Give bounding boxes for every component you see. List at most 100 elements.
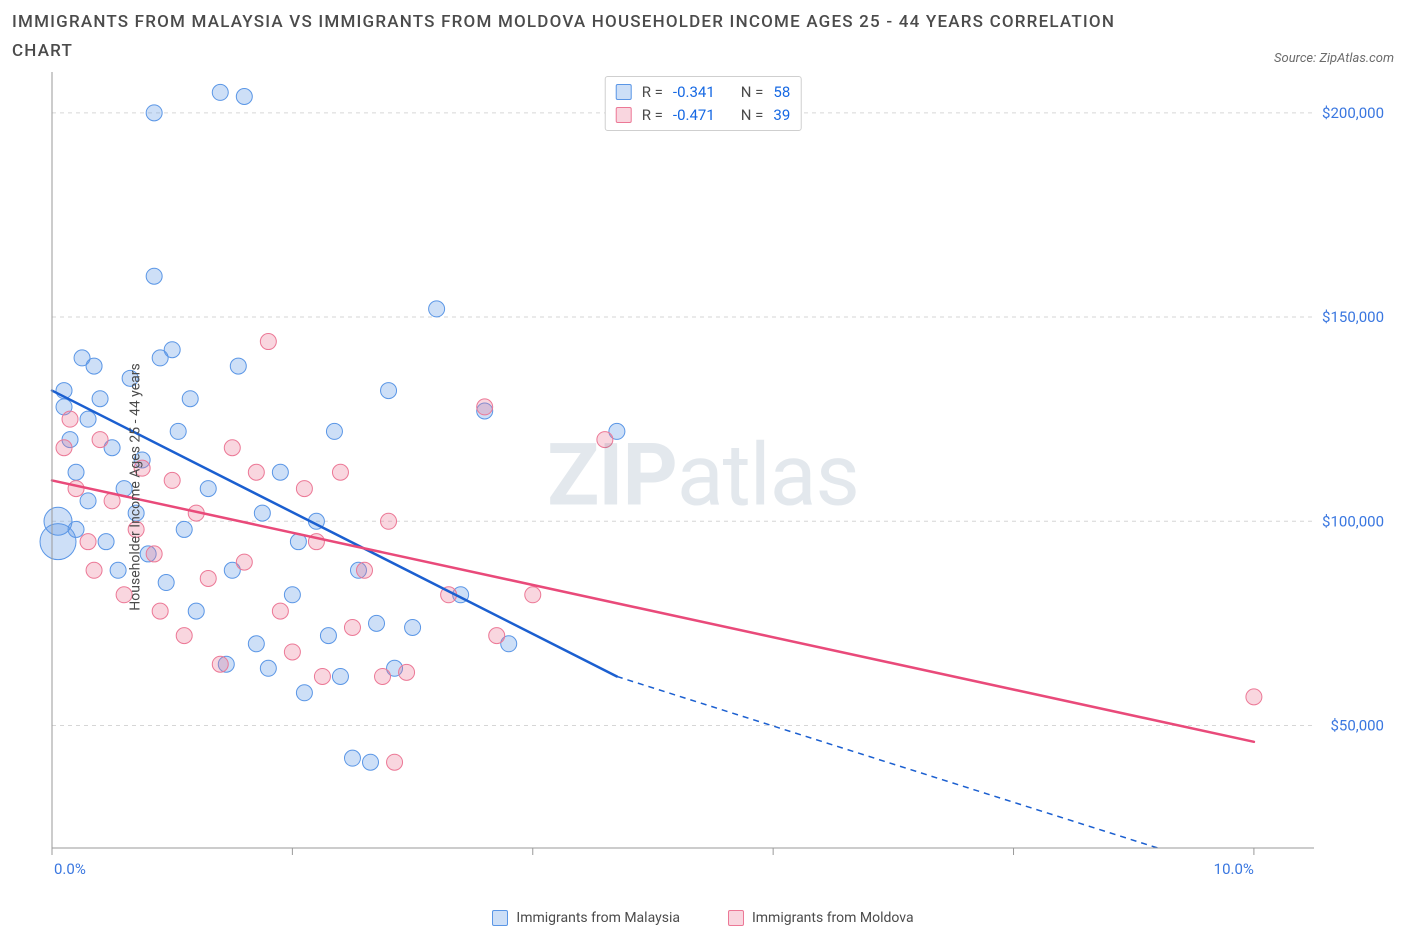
stat-r-label: R = (642, 104, 663, 127)
scatter-point (188, 603, 204, 619)
stat-r-label: R = (642, 81, 663, 104)
scatter-point (80, 493, 96, 509)
scatter-point (110, 562, 126, 578)
scatter-point (164, 472, 180, 488)
scatter-point (158, 575, 174, 591)
scatter-point (176, 521, 192, 537)
chart-header: IMMIGRANTS FROM MALAYSIA VS IMMIGRANTS F… (0, 0, 1406, 70)
scatter-point (260, 660, 276, 676)
legend-swatch (492, 910, 508, 926)
scatter-point (170, 423, 186, 439)
scatter-point (356, 562, 372, 578)
scatter-point (236, 554, 252, 570)
scatter-point (68, 464, 84, 480)
x-tick-label: 10.0% (1214, 860, 1254, 878)
y-tick-label: $200,000 (1322, 104, 1384, 122)
scatter-point (92, 391, 108, 407)
legend-swatch (616, 107, 632, 123)
scatter-point (314, 668, 330, 684)
scatter-point (92, 432, 108, 448)
scatter-point (86, 358, 102, 374)
legend-label: Immigrants from Malaysia (516, 910, 680, 926)
scatter-point (326, 423, 342, 439)
scatter-point (176, 628, 192, 644)
scatter-point (248, 464, 264, 480)
scatter-point (597, 432, 613, 448)
scatter-point (344, 619, 360, 635)
scatter-point (429, 301, 445, 317)
scatter-point (477, 399, 493, 415)
scatter-point (320, 628, 336, 644)
chart-title-line2: CHART (12, 37, 1115, 66)
scatter-point (68, 481, 84, 497)
scatter-point (260, 334, 276, 350)
scatter-point (272, 603, 288, 619)
scatter-point (284, 644, 300, 660)
scatter-point (344, 750, 360, 766)
legend-label: Immigrants from Moldova (752, 910, 914, 926)
scatter-point (236, 89, 252, 105)
stats-row: R = -0.341 N = 58 (616, 81, 791, 104)
source-name: ZipAtlas.com (1319, 51, 1394, 66)
scatter-point (212, 84, 228, 100)
scatter-point (405, 619, 421, 635)
stat-r-value: -0.471 (673, 104, 715, 127)
scatter-point (212, 656, 228, 672)
title-block: IMMIGRANTS FROM MALAYSIA VS IMMIGRANTS F… (12, 8, 1115, 66)
scatter-point (62, 411, 78, 427)
scatter-point (224, 440, 240, 456)
legend-item: Immigrants from Malaysia (492, 910, 680, 926)
scatter-point (369, 615, 385, 631)
scatter-point (200, 570, 216, 586)
scatter-point (387, 754, 403, 770)
legend-item: Immigrants from Moldova (728, 910, 914, 926)
scatter-point (1246, 689, 1262, 705)
scatter-point (80, 411, 96, 427)
scatter-point (399, 664, 415, 680)
scatter-point (381, 513, 397, 529)
chart-title-line1: IMMIGRANTS FROM MALAYSIA VS IMMIGRANTS F… (12, 8, 1115, 37)
scatter-point (98, 534, 114, 550)
scatter-point (272, 464, 288, 480)
scatter-point (56, 440, 72, 456)
y-tick-label: $150,000 (1322, 308, 1384, 326)
legend-swatch (728, 910, 744, 926)
scatter-point (164, 342, 180, 358)
source-prefix: Source: (1274, 51, 1319, 66)
legend-swatch (616, 84, 632, 100)
y-tick-label: $100,000 (1322, 512, 1384, 530)
scatter-point (248, 636, 264, 652)
stat-n-value: 58 (773, 81, 790, 104)
scatter-chart: $50,000$100,000$150,000$200,0000.0%10.0% (12, 72, 1394, 902)
chart-container: Householder Income Ages 25 - 44 years $5… (12, 72, 1394, 902)
scatter-point (230, 358, 246, 374)
stats-box: R =-0.341N =58R =-0.471N =39 (605, 76, 802, 131)
x-tick-label: 0.0% (54, 860, 86, 878)
scatter-point (68, 521, 84, 537)
scatter-point (296, 685, 312, 701)
scatter-point (332, 668, 348, 684)
source-attribution: Source: ZipAtlas.com (1274, 51, 1394, 66)
scatter-point (332, 464, 348, 480)
stat-r-value: -0.341 (673, 81, 715, 104)
scatter-point (525, 587, 541, 603)
stat-n-label: N = (741, 104, 764, 127)
scatter-point (284, 587, 300, 603)
stats-row: R =-0.471N =39 (616, 104, 791, 127)
scatter-point (363, 754, 379, 770)
scatter-point (80, 534, 96, 550)
bottom-legend: Immigrants from Malaysia Immigrants from … (0, 910, 1406, 926)
scatter-point (146, 105, 162, 121)
scatter-point (146, 546, 162, 562)
y-axis-label: Householder Income Ages 25 - 44 years (128, 363, 144, 610)
scatter-point (200, 481, 216, 497)
scatter-point (296, 481, 312, 497)
scatter-point (182, 391, 198, 407)
scatter-point (254, 505, 270, 521)
scatter-point (152, 603, 168, 619)
stat-n-label: N = (741, 81, 764, 104)
scatter-point (489, 628, 505, 644)
scatter-point (375, 668, 391, 684)
scatter-point (86, 562, 102, 578)
scatter-point (146, 268, 162, 284)
